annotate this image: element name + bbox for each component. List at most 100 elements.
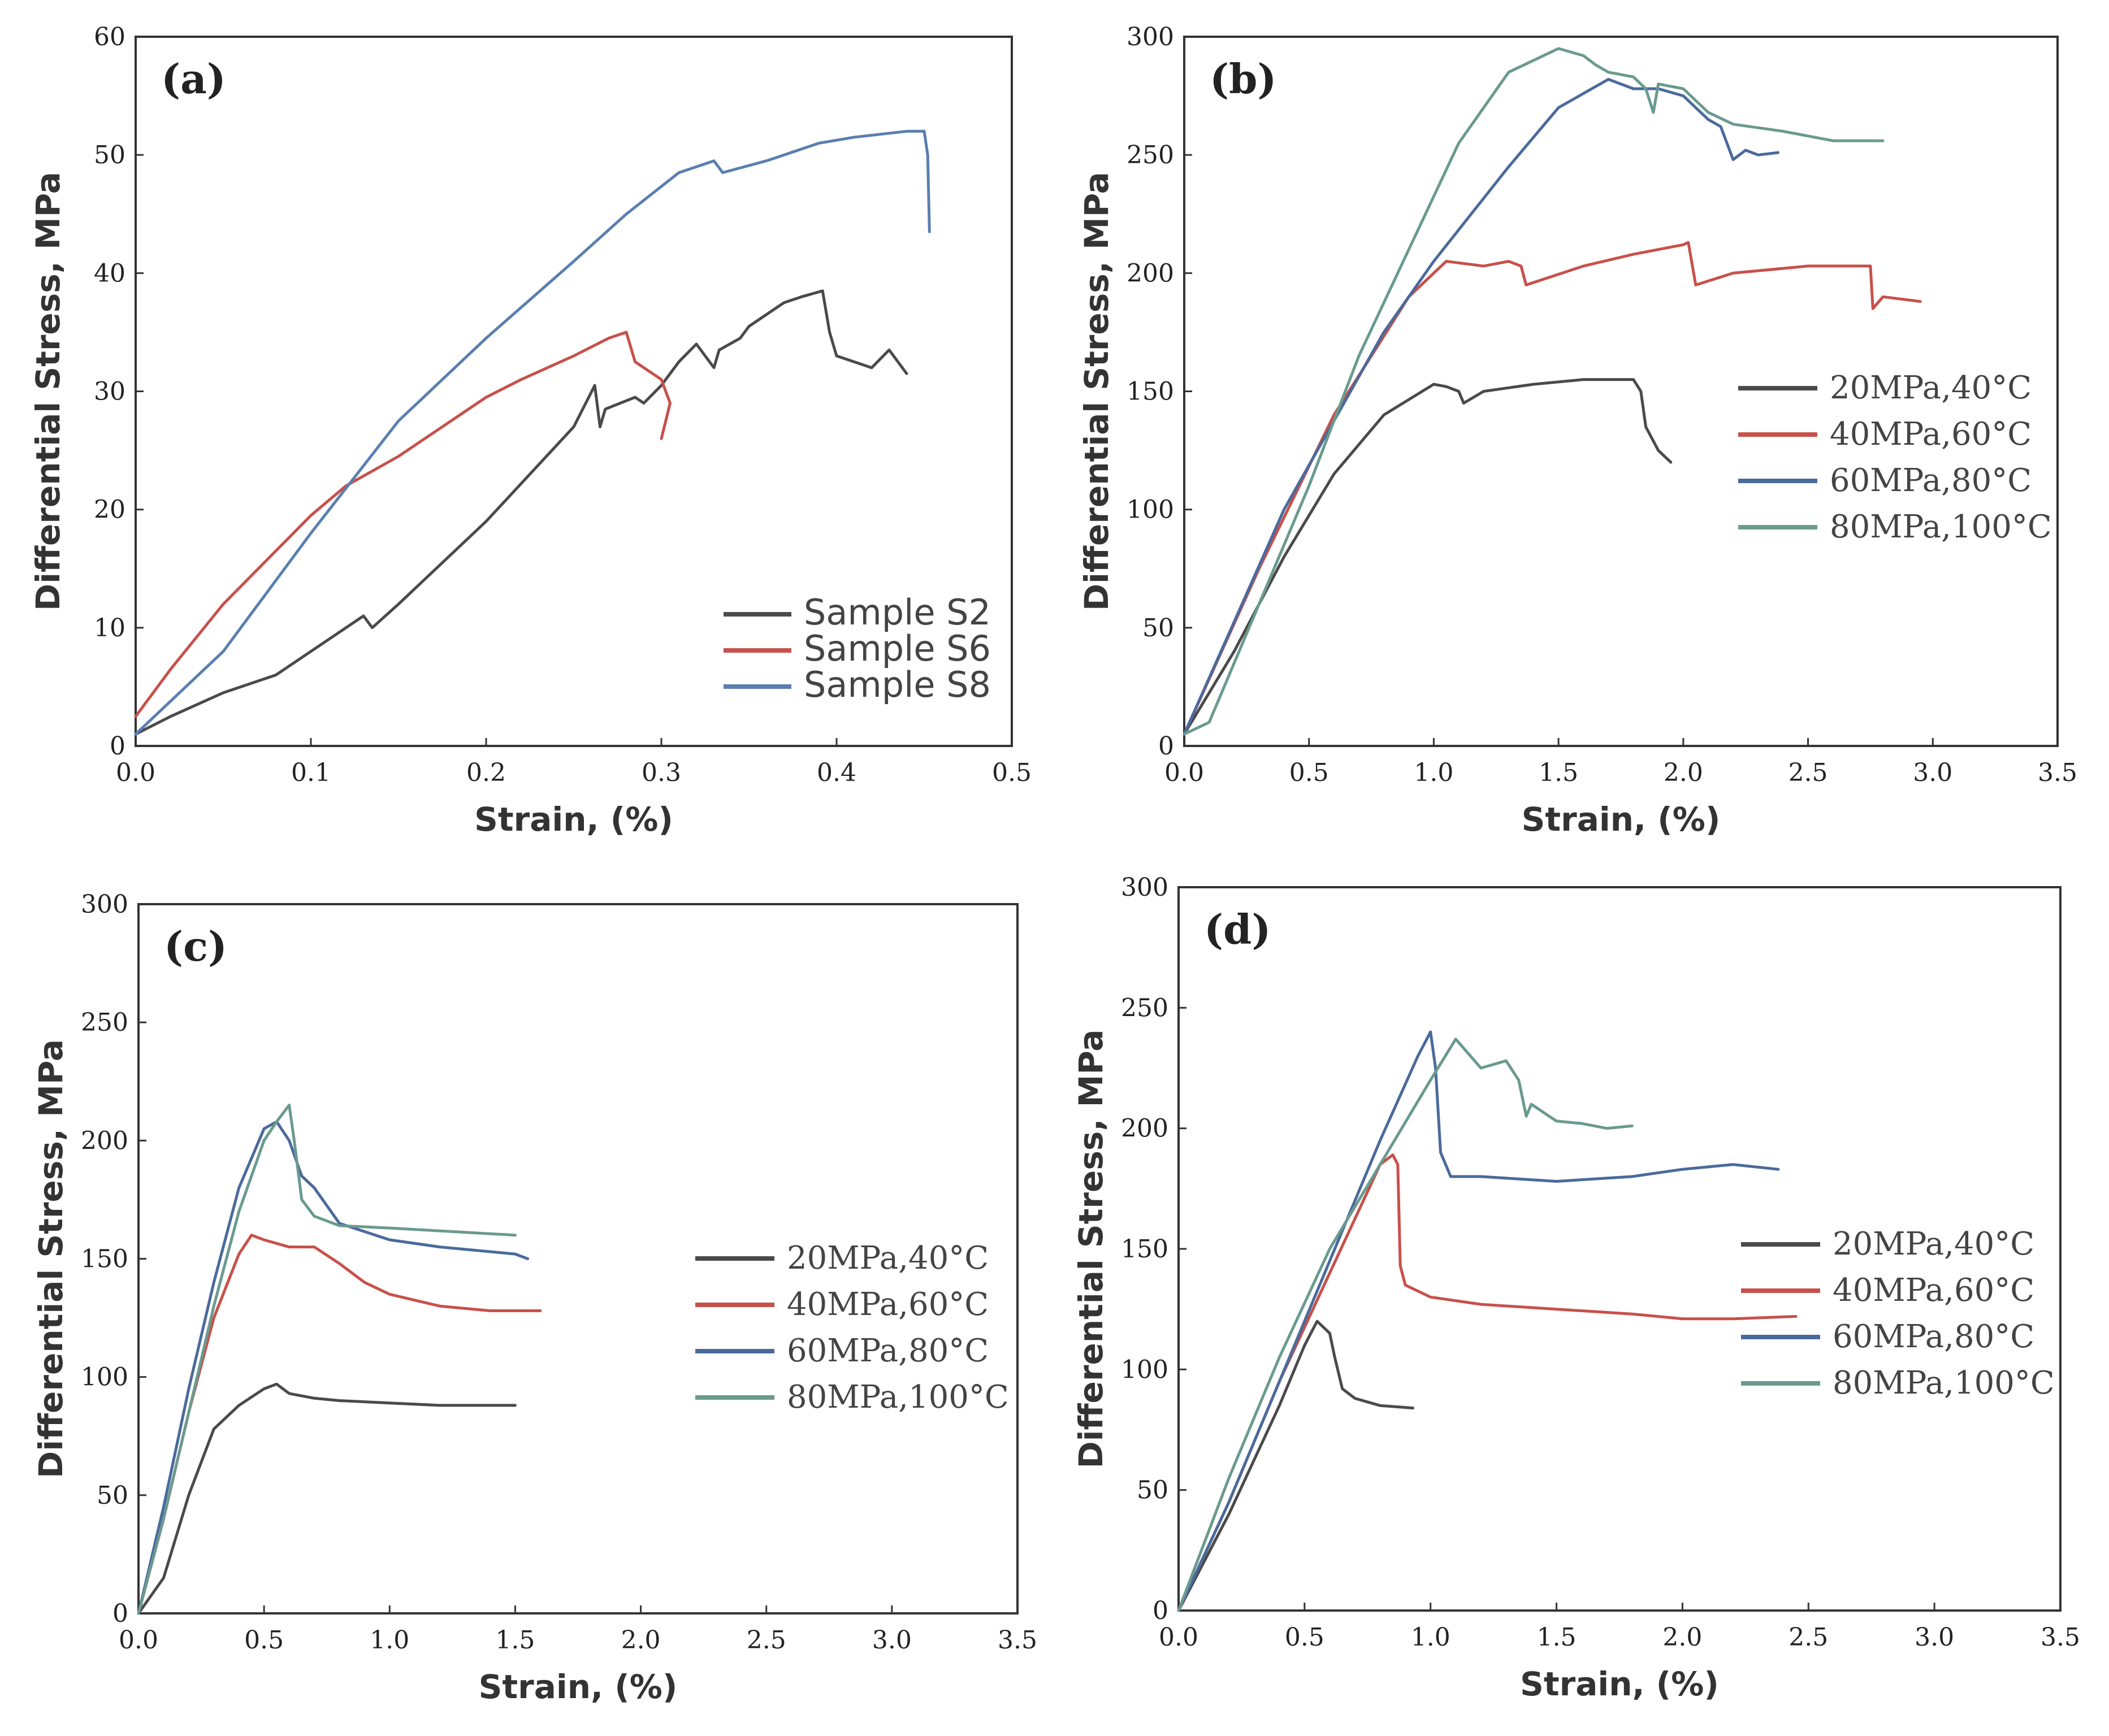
legend-label: 60MPa,80°C: [1833, 1318, 2034, 1355]
y-tick-label: 60: [94, 23, 125, 51]
y-tick-label: 150: [1121, 1235, 1168, 1264]
panel-label: (a): [161, 55, 226, 103]
legend-label: 40MPa,60°C: [1833, 1272, 2034, 1309]
y-tick-label: 10: [94, 614, 125, 643]
x-tick-label: 0.5: [992, 758, 1032, 787]
y-tick-label: 300: [1121, 873, 1168, 902]
legend: 20MPa,40°C 40MPa,60°C 60MPa,80°C 80MPa,100°…: [1741, 1226, 2055, 1401]
y-tick-label: 200: [1121, 1114, 1168, 1143]
y-axis-title: Differential Stress, MPa: [1072, 1030, 1110, 1469]
chart-panel-1: 0.0 0.1 0.2 0.3 0.4 0.5 0 10 20 30 40 50 60 Strain, (…: [29, 23, 1032, 839]
y-tick-label: 100: [1127, 496, 1174, 524]
x-tick-label: 0.0: [1164, 758, 1204, 787]
y-tick-label: 150: [1127, 377, 1174, 406]
y-tick-label: 250: [81, 1008, 128, 1037]
legend-label: Sample S8: [804, 664, 991, 705]
panel-label: (c): [164, 922, 227, 970]
series-line-1: [137, 1382, 517, 1615]
legend-label: Sample S6: [804, 628, 991, 669]
chart-panel-2: 0.0 0.5 1.0 1.5 2.0 2.5 3.0 3.5 0 50 100 150 200 250 3…: [1077, 23, 2077, 839]
x-tick-label: 2.5: [1788, 758, 1828, 787]
legend-label: Sample S2: [804, 592, 991, 633]
x-tick-label: 0.2: [466, 758, 506, 787]
x-tick-label: 0.5: [1289, 758, 1329, 787]
x-tick-label: 1.5: [495, 1626, 535, 1655]
x-tick-label: 0.4: [817, 758, 856, 787]
x-tick-label: 0.0: [119, 1626, 158, 1655]
x-tick-label: 0.3: [642, 758, 681, 787]
series-line-3: [137, 1120, 530, 1615]
series-line-4: [137, 1104, 517, 1615]
x-tick-label: 2.5: [1788, 1623, 1828, 1652]
y-tick-label: 40: [94, 259, 125, 288]
series-line-3: [1177, 1030, 1780, 1612]
x-tick-label: 0.1: [291, 758, 331, 787]
x-tick-label: 0.0: [1159, 1623, 1198, 1652]
x-tick-label: 3.0: [1915, 1623, 1954, 1652]
y-axis-title: Differential Stress, MPa: [32, 1039, 70, 1478]
legend-label: 20MPa,40°C: [1833, 1226, 2034, 1262]
series-line-2: [1183, 241, 1922, 736]
x-tick-label: 1.0: [1411, 1623, 1450, 1652]
x-tick-label: 3.5: [2041, 1623, 2080, 1652]
legend-label: 60MPa,80°C: [1830, 462, 2032, 499]
series-line-4: [1177, 1038, 1634, 1612]
series-line-1: [1183, 378, 1673, 736]
series-line-3: [1183, 77, 1780, 736]
legend: 20MPa,40°C 40MPa,60°C 60MPa,80°C 80MPa,100°…: [695, 1240, 1009, 1416]
series-line-4: [1183, 47, 1885, 736]
series-line-2: [1177, 1153, 1798, 1612]
x-tick-label: 3.5: [998, 1626, 1037, 1655]
x-tick-label: 1.5: [1537, 1623, 1577, 1652]
legend-label: 80MPa,100°C: [1830, 509, 2052, 545]
x-tick-label: 2.0: [1662, 1623, 1702, 1652]
series-line-2: [134, 331, 672, 718]
x-axis-title: Strain, (%): [474, 800, 673, 839]
y-axis-title: Differential Stress, MPa: [1077, 172, 1116, 611]
y-tick-label: 250: [1127, 141, 1174, 170]
y-tick-label: 150: [81, 1245, 128, 1274]
chart-panel-3: 0.0 0.5 1.0 1.5 2.0 2.5 3.0 3.5 0 50 100 150 200 250 3…: [32, 890, 1037, 1706]
x-axis-title: Strain, (%): [1522, 800, 1721, 839]
x-tick-label: 3.5: [2038, 758, 2077, 787]
y-tick-label: 50: [97, 1481, 128, 1510]
y-tick-label: 0: [1158, 732, 1174, 761]
y-tick-label: 300: [81, 890, 128, 919]
x-tick-label: 2.5: [747, 1626, 786, 1655]
y-tick-label: 250: [1121, 993, 1168, 1022]
legend-label: 40MPa,60°C: [1830, 416, 2032, 453]
x-axis-title: Strain, (%): [479, 1668, 678, 1706]
y-tick-label: 300: [1127, 23, 1174, 51]
x-tick-label: 2.0: [621, 1626, 661, 1655]
x-tick-label: 1.0: [1414, 758, 1453, 787]
y-tick-label: 0: [112, 1599, 128, 1628]
y-tick-label: 20: [94, 496, 125, 524]
x-tick-label: 1.0: [370, 1626, 409, 1655]
y-tick-label: 50: [1142, 614, 1174, 643]
y-tick-label: 200: [1127, 259, 1174, 288]
panel-label: (b): [1210, 55, 1276, 103]
legend-label: 20MPa,40°C: [1830, 370, 2032, 406]
legend-label: 80MPa,100°C: [787, 1379, 1009, 1416]
y-tick-label: 50: [94, 141, 125, 170]
x-tick-label: 1.5: [1539, 758, 1578, 787]
y-tick-label: 0: [1153, 1596, 1168, 1625]
x-tick-label: 3.0: [1913, 758, 1952, 787]
series-line-2: [137, 1234, 542, 1615]
legend: 20MPa,40°C 40MPa,60°C 60MPa,80°C 80MPa,100°…: [1738, 370, 2052, 545]
x-tick-label: 0.5: [244, 1626, 284, 1655]
y-axis-title: Differential Stress, MPa: [29, 172, 67, 611]
series-line-1: [134, 289, 908, 736]
legend-label: 40MPa,60°C: [787, 1286, 989, 1323]
x-axis-title: Strain, (%): [1520, 1665, 1719, 1703]
y-tick-label: 30: [94, 377, 125, 406]
y-tick-label: 0: [110, 732, 125, 761]
legend-label: 80MPa,100°C: [1833, 1365, 2055, 1401]
x-tick-label: 2.0: [1664, 758, 1703, 787]
y-tick-label: 100: [1121, 1355, 1168, 1384]
legend-label: 20MPa,40°C: [787, 1240, 989, 1277]
legend-label: 60MPa,80°C: [787, 1333, 989, 1369]
y-tick-label: 200: [81, 1126, 128, 1155]
